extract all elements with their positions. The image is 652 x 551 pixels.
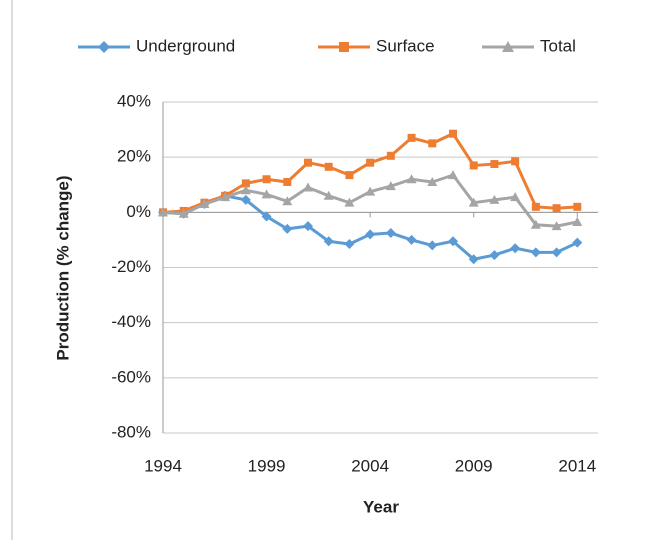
data-point [385,181,396,191]
legend-marker [339,42,349,52]
data-point [572,237,583,248]
data-point [199,199,210,209]
data-point [261,211,272,222]
data-point [344,239,355,250]
data-point [324,162,333,171]
y-tick-label: -80% [111,422,151,441]
data-point [240,194,251,205]
data-point [261,189,272,199]
data-point [303,221,313,232]
data-point [428,139,437,148]
data-point [178,208,189,218]
x-tick-label: 1994 [144,456,182,475]
data-point [448,236,458,247]
data-point [530,219,541,229]
data-point [489,194,500,204]
x-tick-label: 2014 [558,456,596,475]
data-point [406,234,417,245]
x-tick-label: 2004 [351,456,389,475]
x-tick-label: 2009 [455,456,493,475]
data-point [406,174,417,184]
y-tick-label: 20% [117,147,151,166]
data-point [158,207,168,217]
y-tick-label: -60% [111,367,151,386]
legend-label: Total [540,36,576,55]
legend-label: Surface [376,36,435,55]
data-point [510,192,521,202]
x-axis-title: Year [363,497,399,516]
data-point [530,247,541,258]
data-point [385,228,396,239]
x-tick-label: 1999 [248,456,286,475]
data-point [366,158,375,167]
data-point [365,229,376,240]
data-point [407,133,416,142]
legend-marker [98,41,110,53]
data-point [365,186,376,196]
data-point [511,157,520,166]
data-point [490,160,499,169]
legend-marker [502,41,514,52]
data-point [448,170,458,180]
data-point [468,254,479,265]
data-point [344,197,355,207]
y-tick-label: -40% [111,312,151,331]
y-axis-title: Production (% change) [53,175,72,360]
data-point [240,185,251,195]
data-point [283,177,292,186]
data-point [427,240,438,251]
data-point [427,176,438,186]
data-point [282,223,293,234]
data-point [573,202,582,211]
data-point [552,204,561,213]
data-point [551,247,562,258]
y-tick-label: 40% [117,91,151,110]
data-point [220,192,231,202]
data-point [323,190,334,200]
data-point [510,243,521,254]
data-point [304,158,312,167]
data-point [241,179,250,188]
data-point [531,202,540,211]
data-point [449,129,457,138]
data-point [345,171,354,180]
legend-label: Underground [136,36,235,55]
data-point [469,161,478,170]
data-point [572,216,583,226]
data-point [468,197,479,207]
data-point [551,221,562,231]
data-point [489,250,500,261]
data-point [323,236,334,247]
data-point [262,175,271,184]
y-tick-label: -20% [111,257,151,276]
data-point [303,182,313,192]
data-point [386,151,395,160]
y-tick-label: 0% [126,202,151,221]
data-point [282,196,293,206]
